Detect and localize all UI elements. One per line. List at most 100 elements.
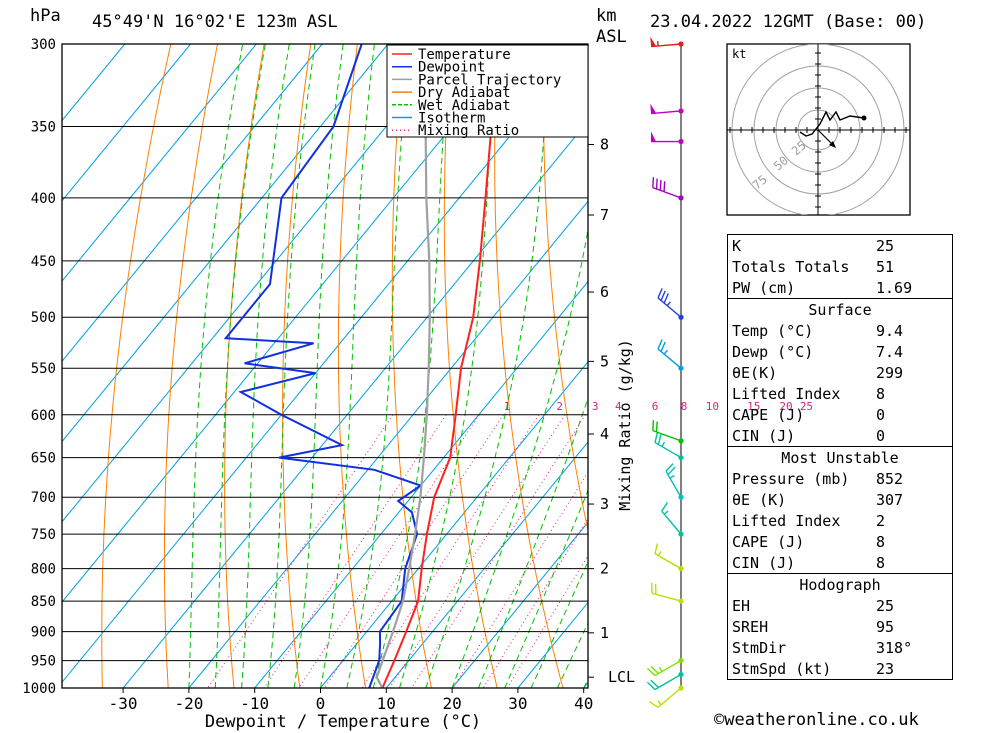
- wind-barb-flag: [650, 36, 657, 47]
- mixing-ratio-value-label: 6: [652, 400, 659, 413]
- index-value: 0: [872, 425, 953, 447]
- index-name: K: [727, 234, 872, 256]
- temperature-line: [381, 44, 521, 688]
- wind-barb-shaft: [665, 470, 682, 498]
- index-row: θE (K) 307: [727, 489, 953, 510]
- parcel-trajectory-line: [375, 44, 431, 688]
- km-tick-label: 4: [600, 425, 609, 443]
- isotherm-line: [62, 44, 389, 443]
- plot-area: [62, 44, 588, 688]
- wind-barb: [657, 339, 684, 371]
- pressure-tick-label: 300: [31, 37, 56, 53]
- index-value: 8: [872, 552, 953, 574]
- pressure-tick-label: 850: [31, 594, 56, 610]
- index-name: CIN (J): [727, 425, 872, 447]
- wind-barb-feather: [663, 293, 669, 304]
- wind-barb: [654, 543, 684, 572]
- km-tick-label: 2: [600, 560, 609, 578]
- wind-barb-dot: [678, 365, 684, 371]
- pressure-tick-label: 950: [31, 654, 56, 670]
- index-name: SREH: [727, 616, 872, 637]
- wind-barb-feather: [655, 178, 658, 190]
- mixing-ratio-line: [207, 414, 394, 688]
- wind-barb: [646, 657, 684, 677]
- legend-entry: Temperature: [418, 47, 511, 63]
- wind-barb-shaft: [657, 348, 682, 369]
- wind-barb-feather: [654, 543, 659, 554]
- wind-barb-half-feather: [661, 441, 666, 447]
- index-row: Dewp (°C) 7.4: [727, 341, 953, 362]
- pressure-tick-label: 400: [31, 191, 56, 207]
- wind-barb-dot: [678, 598, 684, 604]
- wind-barb-half-feather: [663, 349, 668, 355]
- km-units-label: km: [596, 6, 617, 26]
- credit-label: ©weatheronline.co.uk: [714, 710, 919, 730]
- pressure-tick-label: 750: [31, 527, 56, 543]
- index-row: StmDir 318°: [727, 637, 953, 658]
- legend-entry: Isotherm: [418, 111, 485, 127]
- index-value: 25: [872, 234, 953, 256]
- legend-entry: Parcel Trajectory: [418, 72, 561, 88]
- index-row: CAPE (J) 8: [727, 531, 953, 552]
- index-value: 307: [872, 489, 953, 510]
- hodograph-end-dot: [861, 115, 867, 121]
- index-value: 25: [872, 595, 953, 616]
- wind-barb-half-feather: [666, 301, 671, 307]
- wind-barb-feather: [657, 288, 663, 299]
- isotherm-line: [62, 44, 257, 282]
- legend-entry: Dewpoint: [418, 60, 485, 76]
- hodograph-unit-label: kt: [732, 47, 746, 61]
- wet-adiabat-line: [293, 44, 344, 688]
- wind-barb: [652, 420, 684, 444]
- index-row: Temp (°C) 9.4: [727, 320, 953, 341]
- wet-adiabat-line: [188, 44, 244, 688]
- wind-barb: [665, 463, 684, 500]
- wind-barb-shaft: [661, 510, 682, 535]
- pressure-tick-label: 1000: [22, 681, 56, 697]
- index-row: CIN (J) 0: [727, 425, 953, 447]
- index-section-header: Hodograph: [727, 573, 953, 595]
- wind-barb-dot: [678, 314, 684, 320]
- wind-barb: [651, 582, 684, 604]
- dry-adiabat-line: [494, 44, 564, 688]
- index-value: 8: [872, 383, 953, 404]
- wind-barb-dot: [678, 657, 684, 664]
- index-section-title: Hodograph: [727, 573, 953, 595]
- wind-barb-feather: [652, 420, 655, 431]
- km-tick-label: 3: [600, 495, 609, 513]
- wind-barb-shaft: [651, 592, 682, 602]
- lcl-label: LCL: [608, 668, 635, 686]
- isotherm-line: [254, 280, 588, 688]
- index-name: θE(K): [727, 362, 872, 383]
- wind-barb-dot: [678, 438, 684, 444]
- mixing-ratio-line: [411, 414, 586, 688]
- plot-frame: [61, 43, 589, 689]
- wind-barb: [652, 177, 684, 201]
- index-row: Totals Totals 51: [727, 256, 953, 277]
- wind-barb-feather: [648, 700, 659, 708]
- pressure-tick-label: 600: [31, 408, 56, 424]
- wind-barb-dot: [678, 138, 684, 145]
- asl-units-label: ASL: [596, 27, 627, 47]
- km-tick-label: 1: [600, 624, 609, 642]
- index-name: Lifted Index: [727, 510, 872, 531]
- wet-adiabat-line: [477, 396, 588, 688]
- x-tick-label: -10: [240, 694, 269, 713]
- wind-barb-feather: [659, 179, 662, 191]
- wet-adiabat-line: [267, 44, 316, 688]
- index-value: 95: [872, 616, 953, 637]
- index-value: 2: [872, 510, 953, 531]
- wind-barb: [646, 671, 684, 691]
- isotherm-line: [62, 44, 455, 523]
- index-value: 51: [872, 256, 953, 277]
- legend-entry: Dry Adiabat: [418, 85, 511, 101]
- pressure-units-label: hPa: [30, 6, 61, 26]
- wind-barb-feather: [650, 679, 659, 688]
- km-tick-label: 7: [600, 206, 609, 224]
- index-row: Lifted Index 8: [727, 383, 953, 404]
- wind-barb-feather: [660, 341, 666, 352]
- indices-table: K 25 Totals Totals 51 PW (cm) 1.69 Surface Temp…: [727, 234, 953, 680]
- index-name: Temp (°C): [727, 320, 872, 341]
